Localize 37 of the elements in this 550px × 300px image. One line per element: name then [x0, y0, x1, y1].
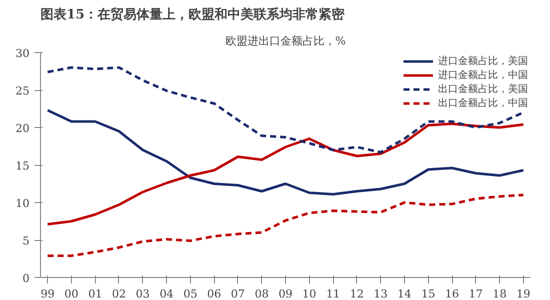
- x-tick-label: 02: [112, 288, 126, 300]
- x-tick-label: 03: [136, 288, 150, 300]
- line-series: [46, 109, 525, 196]
- y-tick-label: 5: [22, 234, 30, 248]
- y-tick-label: 10: [16, 197, 30, 210]
- x-tick-label: 14: [397, 288, 412, 300]
- x-tick-label: 09: [278, 288, 292, 300]
- legend-label: 出口金额占比，中国: [438, 96, 528, 110]
- x-tick-label: 15: [421, 288, 436, 300]
- y-tick-label: 20: [16, 122, 30, 135]
- x-tick-label: 13: [374, 288, 388, 300]
- x-tick-label: 19: [516, 288, 530, 300]
- x-tick-label: 16: [445, 288, 460, 300]
- x-tick-label: 18: [492, 288, 507, 300]
- legend-label: 出口金额占比，美国: [438, 82, 528, 96]
- y-tick-label: 15: [16, 160, 30, 172]
- x-tick-label: 01: [88, 288, 102, 300]
- x-tick-label: 05: [183, 288, 198, 300]
- x-tick-label: 17: [468, 288, 483, 300]
- line-series: [46, 122, 525, 226]
- x-tick-label: 12: [350, 288, 364, 300]
- x-tick-label: 07: [230, 288, 245, 300]
- y-tick-label: 0: [22, 272, 30, 285]
- x-tick-label: 08: [254, 288, 269, 300]
- x-tick-label: 99: [40, 288, 55, 300]
- line-series: [46, 194, 525, 257]
- y-tick-label: 30: [16, 47, 30, 60]
- chart-subtitle: 欧盟进出口金额占比，%: [225, 34, 346, 48]
- x-tick-label: 04: [160, 288, 174, 300]
- chart-title: 图表15：在贸易体量上，欧盟和中美联系均非常紧密: [40, 6, 346, 22]
- x-tick-label: 00: [64, 288, 78, 300]
- x-tick-label: 11: [326, 288, 340, 300]
- legend-label: 进口金额占比，中国: [438, 68, 528, 82]
- x-tick-label: 06: [207, 288, 222, 300]
- y-tick-label: 25: [16, 84, 30, 98]
- x-tick-label: 10: [302, 288, 316, 300]
- legend-label: 进口金额占比，美国: [438, 54, 528, 68]
